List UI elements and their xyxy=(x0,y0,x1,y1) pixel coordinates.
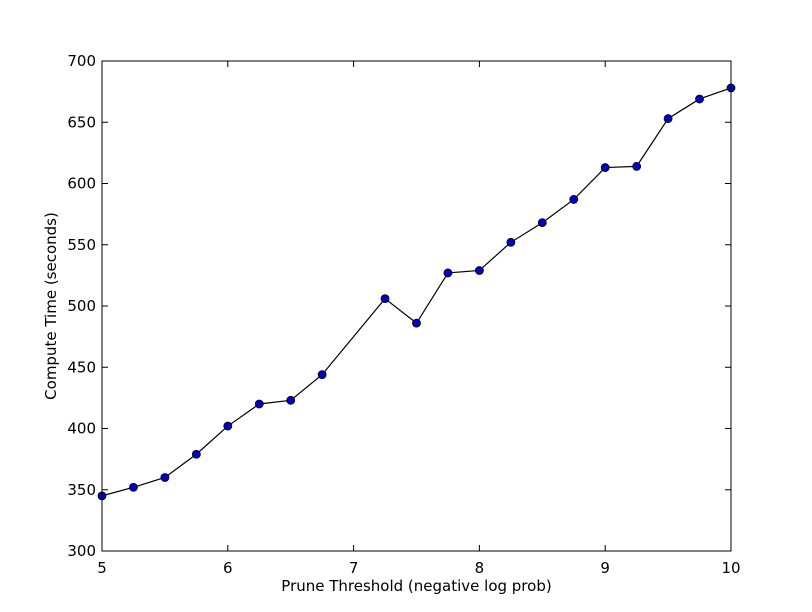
y-tick-label: 400 xyxy=(67,420,96,438)
y-tick-label: 450 xyxy=(67,358,96,376)
x-tick-label: 10 xyxy=(721,559,740,577)
y-axis-label: Compute Time (seconds) xyxy=(42,212,60,400)
data-point xyxy=(506,237,516,247)
x-axis-label: Prune Threshold (negative log prob) xyxy=(281,577,551,595)
data-point xyxy=(632,161,642,171)
data-point xyxy=(695,94,704,104)
data-point xyxy=(254,399,264,409)
data-point xyxy=(160,473,170,482)
x-tick-label: 5 xyxy=(97,559,107,577)
data-point xyxy=(286,395,296,405)
data-point xyxy=(663,114,673,123)
y-tick-label: 700 xyxy=(67,52,96,70)
axis-tick-labels: 5 6 7 8 9 10 300 350 400 450 500 550 600 650 700 xyxy=(67,52,740,577)
y-tick-label: 350 xyxy=(67,481,96,499)
data-point xyxy=(537,218,547,228)
data-point xyxy=(317,370,327,380)
y-tick-label: 500 xyxy=(67,297,96,315)
data-point xyxy=(474,266,484,275)
y-tick-label: 650 xyxy=(67,113,96,131)
data-point xyxy=(600,163,610,172)
plot-frame xyxy=(101,60,732,552)
data-point xyxy=(412,318,421,328)
y-tick-label: 600 xyxy=(67,175,96,193)
x-tick-label: 7 xyxy=(349,559,359,577)
data-point xyxy=(380,294,390,304)
data-point xyxy=(569,195,579,204)
x-tick-label: 6 xyxy=(223,559,233,577)
y-tick-label: 550 xyxy=(67,236,96,254)
x-tick-label: 9 xyxy=(600,559,610,577)
data-point xyxy=(129,482,138,492)
series-line xyxy=(101,87,732,497)
data-point xyxy=(223,421,233,431)
data-point xyxy=(443,268,453,278)
y-tick-label: 300 xyxy=(67,542,96,560)
data-point xyxy=(191,449,201,459)
series-layer xyxy=(97,83,736,501)
x-tick-label: 8 xyxy=(475,559,485,577)
